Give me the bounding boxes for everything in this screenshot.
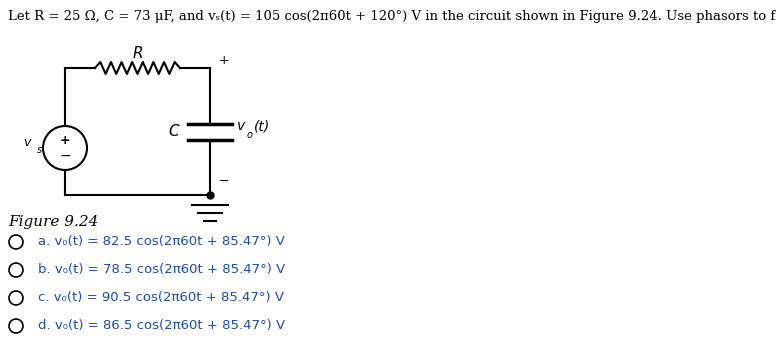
Text: o: o <box>247 130 253 140</box>
Text: −: − <box>59 149 71 163</box>
Text: s: s <box>36 145 42 155</box>
Text: −: − <box>219 174 229 187</box>
Text: (t): (t) <box>254 119 270 133</box>
Text: b. v₀(t) = 78.5 cos(2π60t + 85.47°) V: b. v₀(t) = 78.5 cos(2π60t + 85.47°) V <box>38 264 286 277</box>
Text: a. v₀(t) = 82.5 cos(2π60t + 85.47°) V: a. v₀(t) = 82.5 cos(2π60t + 85.47°) V <box>38 236 285 248</box>
Text: c. v₀(t) = 90.5 cos(2π60t + 85.47°) V: c. v₀(t) = 90.5 cos(2π60t + 85.47°) V <box>38 291 284 304</box>
Text: v: v <box>237 119 245 133</box>
Text: R: R <box>132 46 143 62</box>
Text: +: + <box>219 54 230 66</box>
Text: +: + <box>60 133 71 147</box>
Text: Figure 9.24: Figure 9.24 <box>8 215 99 229</box>
Text: Let R = 25 Ω, C = 73 μF, and vₛ(t) = 105 cos(2π60t + 120°) V in the circuit show: Let R = 25 Ω, C = 73 μF, and vₛ(t) = 105… <box>8 10 776 23</box>
Text: v: v <box>23 136 31 149</box>
Text: d. v₀(t) = 86.5 cos(2π60t + 85.47°) V: d. v₀(t) = 86.5 cos(2π60t + 85.47°) V <box>38 320 285 333</box>
Text: C: C <box>168 124 179 139</box>
